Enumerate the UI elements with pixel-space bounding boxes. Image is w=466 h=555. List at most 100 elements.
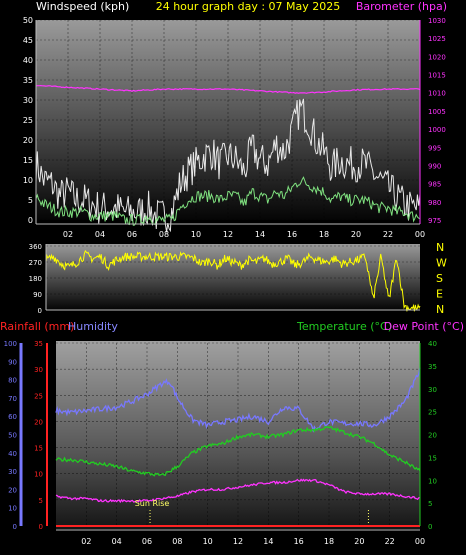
barometer-y-tick-label: 1025 — [428, 35, 446, 43]
temperature-x-tick-label: 10 — [203, 537, 213, 546]
temperature-y-tick-label: 15 — [428, 454, 437, 462]
wind-y-tick-label: 0 — [28, 216, 33, 225]
humidity-y-tick-label: 10 — [8, 505, 17, 513]
wind-y-tick-label: 50 — [23, 16, 33, 25]
barometer-y-tick-label: 980 — [428, 199, 441, 207]
direction-y-tick-label: 0 — [38, 307, 42, 315]
right-axis-title: Barometer (hpa) — [356, 0, 447, 13]
temperature-x-tick-label: 16 — [294, 537, 304, 546]
legend-dew-point: Dew Point (°C) — [384, 320, 464, 333]
wind-x-tick-label: 00 — [415, 230, 425, 239]
wind-x-tick-label: 16 — [287, 230, 297, 239]
humidity-y-tick-label: 20 — [8, 486, 17, 494]
direction-panel-background — [46, 244, 420, 310]
wind-y-tick-label: 15 — [23, 156, 33, 165]
wind-x-tick-label: 02 — [63, 230, 73, 239]
temperature-y-tick-label: 5 — [428, 500, 432, 508]
rain-y-tick-label: 30 — [34, 366, 43, 374]
temperature-x-tick-label: 14 — [263, 537, 273, 546]
humidity-y-tick-label: 60 — [8, 413, 17, 421]
wind-y-tick-label: 30 — [23, 96, 33, 105]
direction-y-tick-label: 180 — [29, 275, 42, 283]
compass-label: W — [436, 257, 447, 270]
wind-x-tick-label: 10 — [191, 230, 201, 239]
compass-label: N — [436, 241, 444, 254]
left-axis-title: Windspeed (kph) — [36, 0, 129, 13]
wind-x-tick-label: 12 — [223, 230, 233, 239]
direction-y-tick-label: 90 — [33, 291, 42, 299]
temperature-y-tick-label: 20 — [428, 432, 437, 440]
wind-x-tick-label: 20 — [351, 230, 361, 239]
wind-x-tick-label: 22 — [383, 230, 393, 239]
direction-y-tick-label: 360 — [29, 243, 42, 251]
wind-x-tick-label: 06 — [127, 230, 137, 239]
rain-y-tick-label: 35 — [34, 340, 43, 348]
humidity-y-tick-label: 30 — [8, 468, 17, 476]
wind-y-tick-label: 40 — [23, 56, 33, 65]
wind-direction-line — [45, 249, 421, 312]
barometer-y-tick-label: 1020 — [428, 53, 446, 61]
compass-label: N — [436, 303, 444, 316]
wind-y-tick-label: 10 — [23, 176, 33, 185]
temperature-x-tick-label: 22 — [385, 537, 395, 546]
barometer-y-tick-label: 1015 — [428, 72, 446, 80]
wind-gust-line — [35, 98, 421, 233]
temperature-y-tick-label: 10 — [428, 477, 437, 485]
wind-panel-series — [35, 84, 421, 233]
temperature-y-tick-label: 35 — [428, 363, 437, 371]
barometer-y-tick-label: 1005 — [428, 108, 446, 116]
legend-temperature: Temperature (°C) — [296, 320, 392, 333]
temperature-y-tick-label: 30 — [428, 386, 437, 394]
rain-y-tick-label: 5 — [39, 497, 43, 505]
temperature-panel-series: Sun Rise — [55, 367, 421, 527]
direction-panel-series — [45, 249, 421, 312]
rain-y-tick-label: 10 — [34, 471, 43, 479]
temperature-x-tick-label: 06 — [142, 537, 152, 546]
temperature-x-tick-label: 00 — [415, 537, 425, 546]
barometer-y-tick-label: 1000 — [428, 126, 446, 134]
humidity-y-tick-label: 0 — [13, 523, 17, 531]
humidity-y-tick-label: 40 — [8, 450, 17, 458]
humidity-y-tick-label: 100 — [4, 340, 17, 348]
humidity-line — [55, 367, 421, 433]
direction-y-tick-label: 270 — [29, 259, 42, 267]
wind-x-tick-label: 18 — [319, 230, 329, 239]
temperature-y-tick-label: 0 — [428, 523, 432, 531]
barometer-y-tick-label: 1010 — [428, 90, 446, 98]
temperature-y-tick-label: 40 — [428, 340, 437, 348]
temperature-x-tick-label: 08 — [172, 537, 182, 546]
dew-point-line — [55, 478, 421, 504]
rain-y-tick-label: 20 — [34, 418, 43, 426]
barometer-y-tick-label: 975 — [428, 217, 441, 225]
wind-y-tick-label: 20 — [23, 136, 33, 145]
temperature-line — [55, 425, 421, 477]
wind-y-tick-label: 25 — [23, 116, 33, 125]
wind-x-tick-label: 08 — [159, 230, 169, 239]
temperature-x-tick-label: 18 — [324, 537, 334, 546]
barometer-y-tick-label: 985 — [428, 181, 441, 189]
rain-y-tick-label: 25 — [34, 392, 43, 400]
temperature-x-tick-label: 02 — [81, 537, 91, 546]
sun-event-label: Sun Rise — [135, 499, 170, 508]
legend-rainfall: Rainfall (mm) — [0, 320, 74, 333]
temperature-x-tick-label: 04 — [112, 537, 122, 546]
humidity-y-tick-label: 70 — [8, 395, 17, 403]
barometer-y-tick-label: 995 — [428, 144, 441, 152]
humidity-y-tick-label: 80 — [8, 377, 17, 385]
temperature-x-tick-label: 20 — [354, 537, 364, 546]
humidity-y-tick-label: 90 — [8, 358, 17, 366]
barometer-line — [35, 84, 421, 94]
temperature-panel-axes: 0102030405060708090100051015202530350510… — [4, 340, 437, 546]
wind-x-tick-label: 04 — [95, 230, 105, 239]
rain-y-tick-label: 15 — [34, 445, 43, 453]
temperature-y-tick-label: 25 — [428, 409, 437, 417]
wind-y-tick-label: 5 — [28, 196, 33, 205]
compass-label: E — [436, 288, 443, 301]
wind-y-tick-label: 35 — [23, 76, 33, 85]
wind-x-tick-label: 14 — [255, 230, 265, 239]
humidity-y-tick-label: 50 — [8, 432, 17, 440]
rain-y-tick-label: 0 — [39, 523, 43, 531]
